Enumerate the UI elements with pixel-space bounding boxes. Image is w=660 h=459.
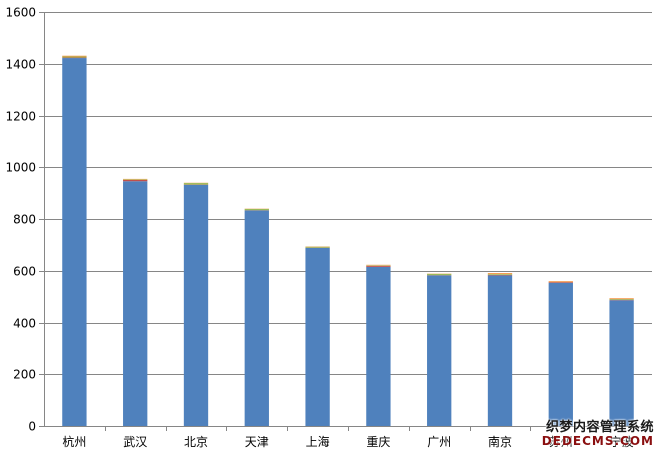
x-tick-label: 杭州 bbox=[62, 434, 86, 449]
bar-segment-4 bbox=[609, 298, 633, 299]
bar-segment-2 bbox=[62, 58, 86, 59]
bar-segment-3 bbox=[62, 57, 86, 58]
bar-segment-1 bbox=[123, 181, 147, 426]
bar-segment-2 bbox=[123, 180, 147, 181]
x-tick-label: 广州 bbox=[427, 435, 451, 449]
bar-segment-4 bbox=[62, 56, 86, 57]
bar-segment-2 bbox=[549, 282, 573, 283]
y-tick-label: 800 bbox=[13, 213, 36, 227]
bar-segment-3 bbox=[366, 265, 390, 266]
bar-segment-3 bbox=[609, 299, 633, 300]
bar-segment-1 bbox=[488, 275, 512, 426]
bar-segment-3 bbox=[427, 274, 451, 275]
x-tick-label: 武汉 bbox=[123, 435, 147, 449]
bar-segment-1 bbox=[549, 283, 573, 426]
bar-segment-3 bbox=[123, 179, 147, 180]
y-tick-label: 400 bbox=[13, 317, 36, 331]
x-tick-label: 上海 bbox=[306, 434, 330, 449]
bar-segment-1 bbox=[305, 248, 329, 426]
bar-segment-4 bbox=[488, 273, 512, 274]
bar-segment-4 bbox=[549, 281, 573, 282]
bar-segment-1 bbox=[245, 210, 269, 426]
y-tick-label: 0 bbox=[28, 420, 36, 434]
bar-segment-3 bbox=[245, 209, 269, 210]
x-tick-label: 南京 bbox=[488, 434, 512, 449]
y-tick-label: 1400 bbox=[5, 58, 36, 72]
x-tick-label: 宁波 bbox=[610, 434, 634, 449]
bar-segment-1 bbox=[184, 185, 208, 426]
bar-segment-1 bbox=[62, 58, 86, 426]
bar-segment-1 bbox=[427, 275, 451, 426]
y-tick-label: 600 bbox=[13, 265, 36, 279]
x-tick-label: 苏州 bbox=[549, 435, 573, 449]
bar-segment-3 bbox=[184, 183, 208, 185]
bar-segment-2 bbox=[488, 275, 512, 276]
bar-segment-4 bbox=[366, 265, 390, 266]
bars bbox=[62, 56, 634, 426]
x-tick-label: 天津 bbox=[245, 435, 269, 449]
bar-segment-4 bbox=[123, 179, 147, 180]
bar-segment-1 bbox=[609, 300, 633, 426]
bar-segment-3 bbox=[305, 247, 329, 248]
x-tick-label: 重庆 bbox=[366, 435, 390, 449]
bar-segment-1 bbox=[366, 267, 390, 426]
y-tick-label: 1600 bbox=[5, 6, 36, 20]
bar-segment-2 bbox=[366, 266, 390, 267]
y-tick-label: 200 bbox=[13, 368, 36, 382]
y-tick-label: 1200 bbox=[5, 110, 36, 124]
bar-segment-2 bbox=[609, 300, 633, 301]
y-tick-label: 1000 bbox=[5, 161, 36, 175]
bar-segment-3 bbox=[488, 274, 512, 275]
x-tick-label: 北京 bbox=[184, 435, 208, 449]
